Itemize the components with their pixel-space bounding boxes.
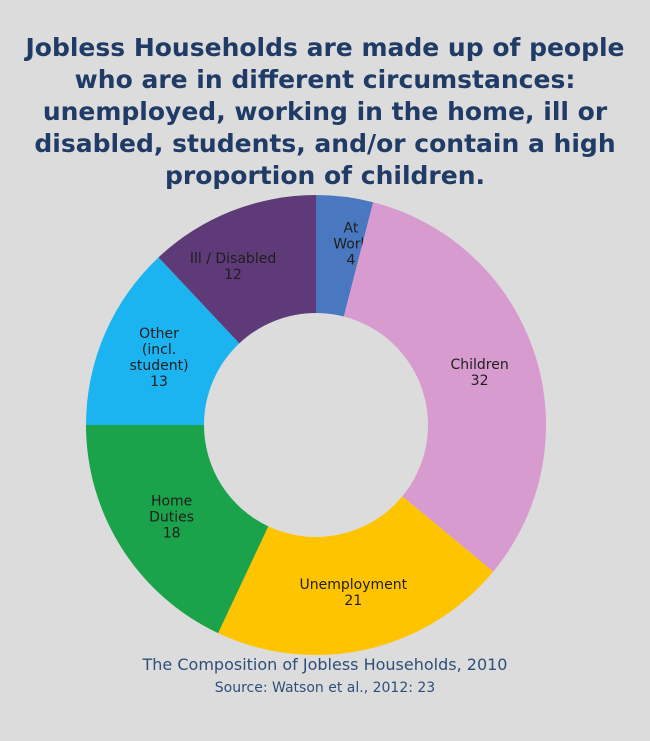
slice-other-incl-student <box>86 257 240 425</box>
chart-source: Source: Watson et al., 2012: 23 <box>214 680 436 696</box>
title-line-2: who are in different circumstances: <box>74 65 576 94</box>
slice-label-ill-disabled: Ill / Disabled 12 <box>190 251 276 283</box>
slice-label-children: Children 32 <box>450 357 508 389</box>
slice-home-duties <box>86 425 269 634</box>
title-line-4: disabled, students, and/or contain a hig… <box>34 129 616 158</box>
slice-children <box>343 202 546 572</box>
title-line-3: unemployed, working in the home, ill or <box>42 97 608 126</box>
slice-ill-disabled <box>158 195 316 344</box>
slice-label-at-work: At Work 4 <box>333 220 369 268</box>
slice-label-other-incl-student: Other (incl. student) 13 <box>130 326 189 390</box>
slice-unemployment <box>218 496 494 655</box>
title-line-5: proportion of children. <box>165 161 485 190</box>
title-line-1: Jobless Households are made up of people <box>25 33 625 62</box>
slice-label-home-duties: Home Duties 18 <box>149 494 194 542</box>
chart-caption: The Composition of Jobless Households, 2… <box>142 655 508 674</box>
slice-label-unemployment: Unemployment 21 <box>299 577 407 609</box>
slice-at-work <box>316 195 374 317</box>
chart-title: Jobless Households are made up of people… <box>10 32 640 192</box>
